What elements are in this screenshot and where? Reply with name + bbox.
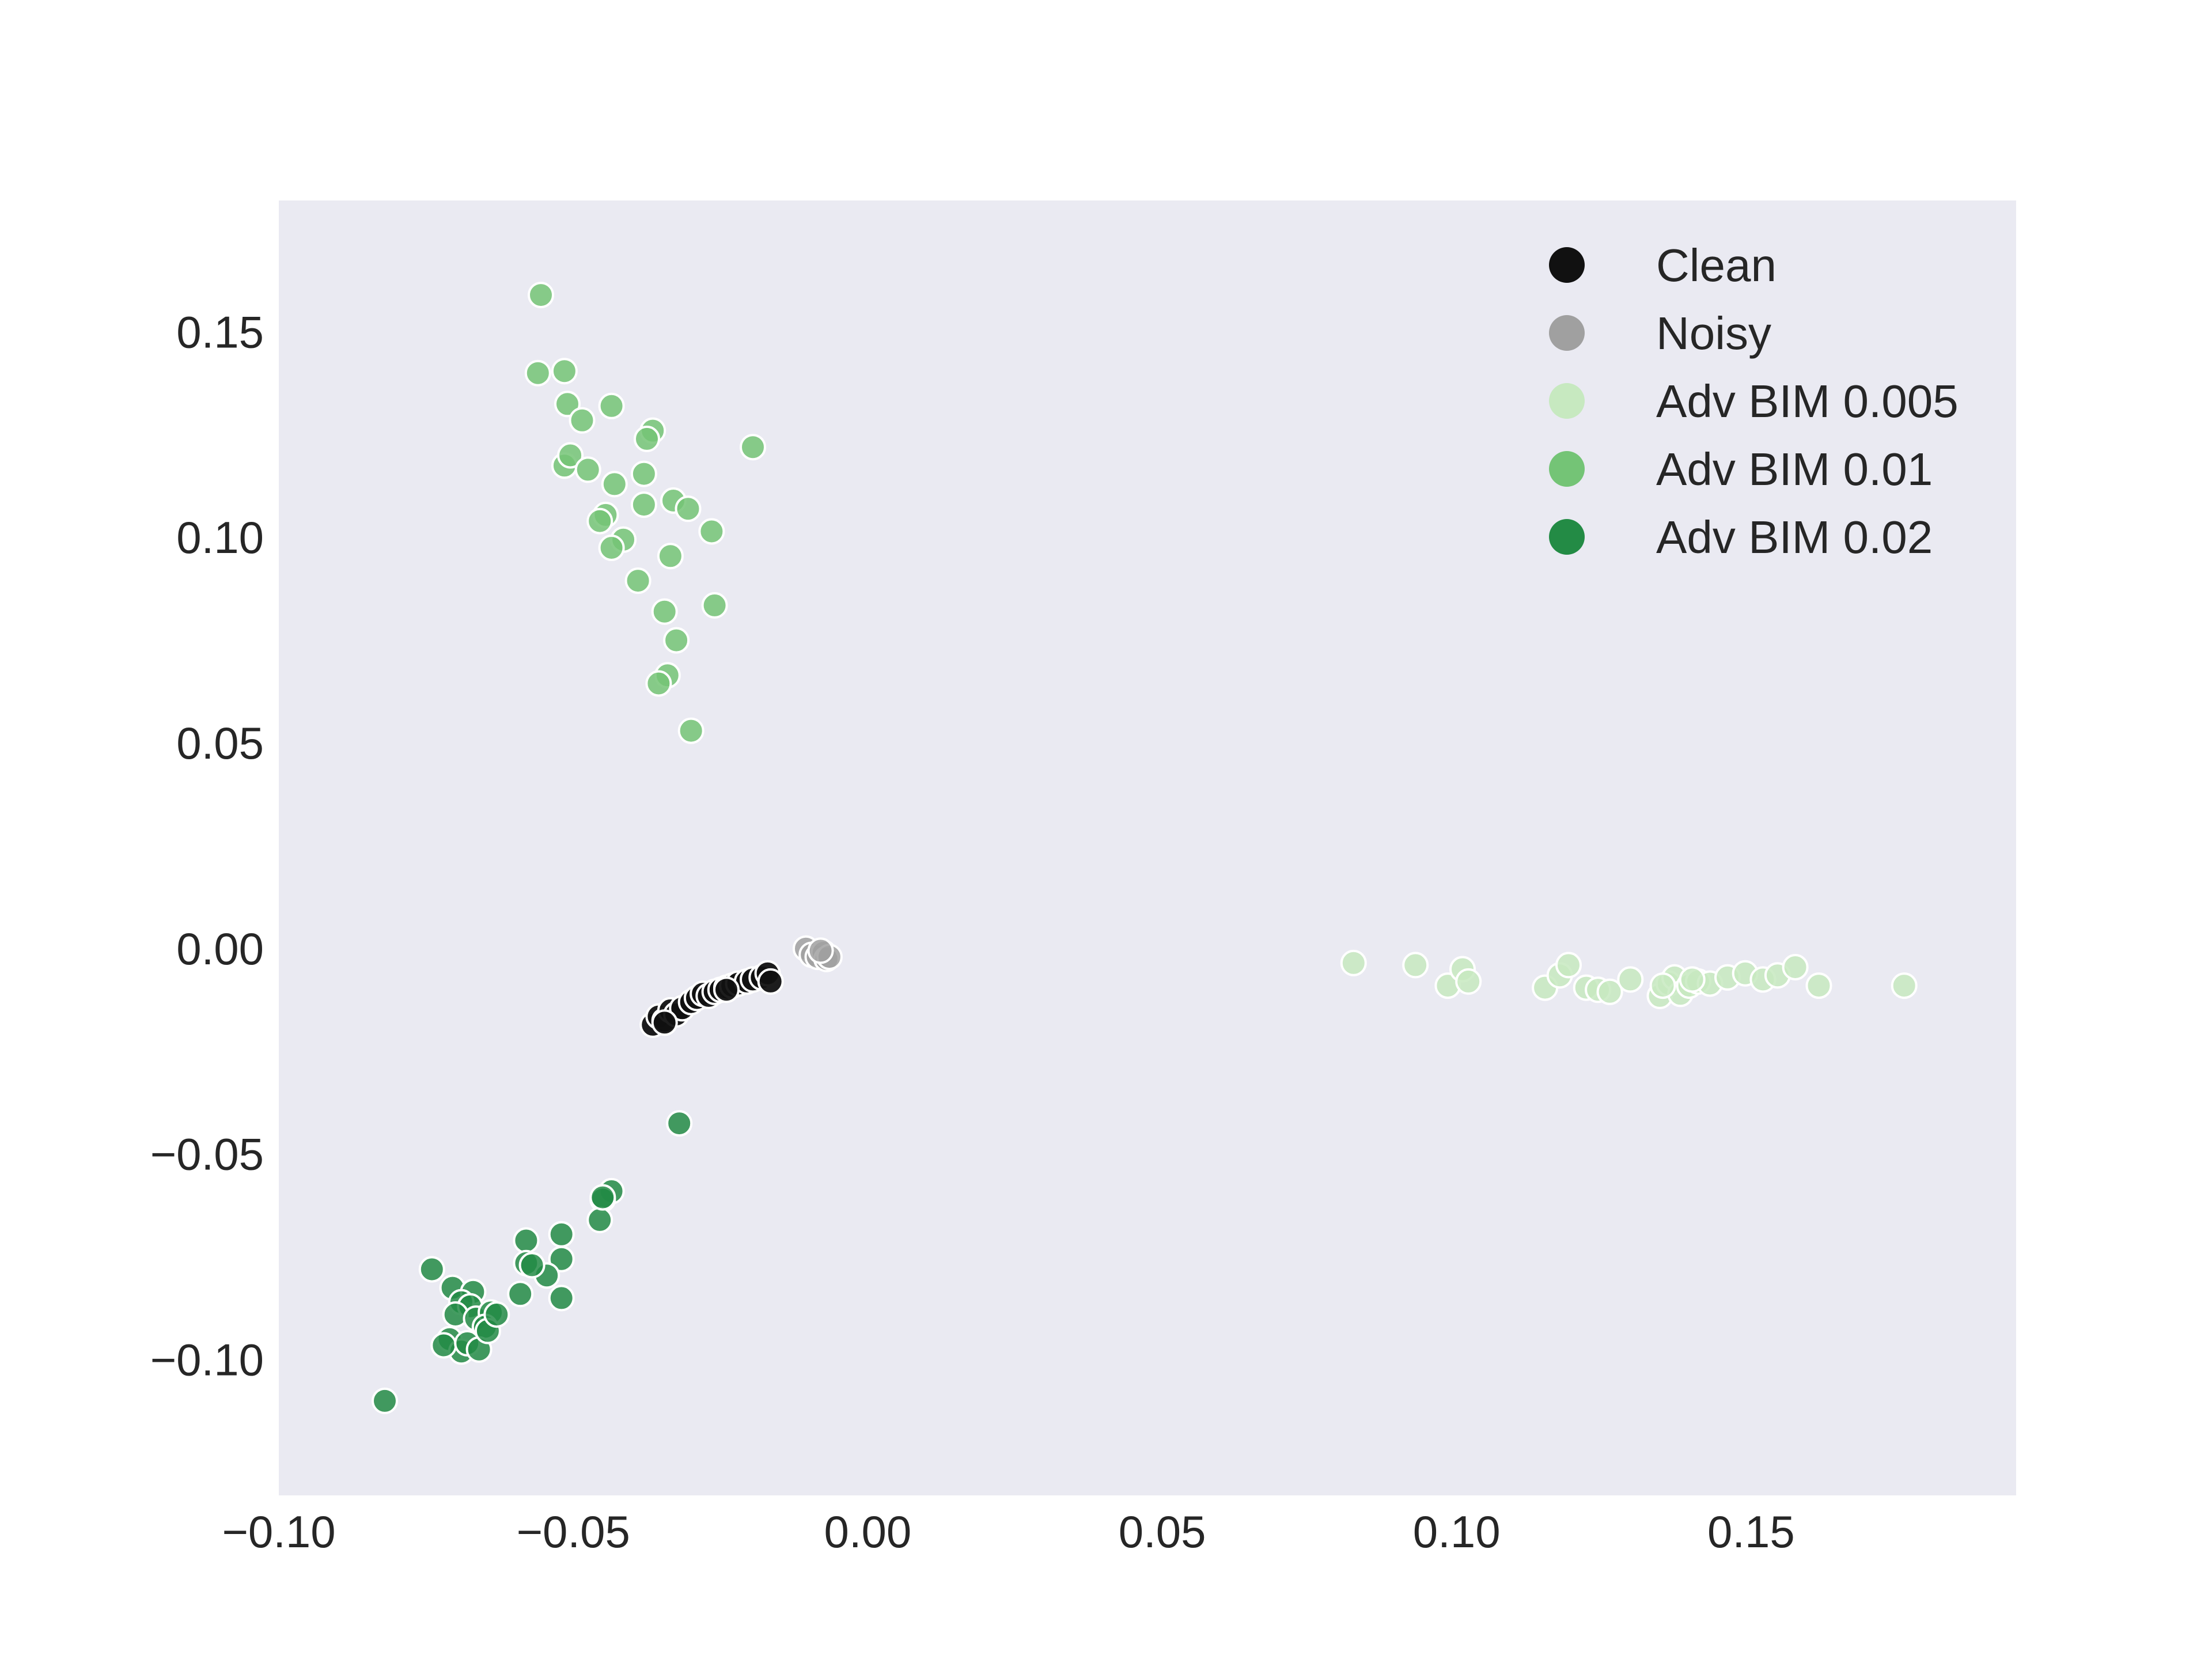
point-adv-bim-0-01-16 (630, 491, 657, 518)
y-axis-ticks: −0.10 −0.05 0.00 0.05 0.10 0.15 (150, 306, 264, 1385)
point-adv-bim-0-02-11 (548, 1285, 575, 1312)
point-adv-bim-0-02-5 (513, 1227, 540, 1254)
legend-label-adv-bim-0-02: Adv BIM 0.02 (1656, 512, 1933, 563)
point-adv-bim-0-02-6 (548, 1245, 575, 1272)
point-adv-bim-0-01-21 (698, 518, 725, 545)
point-adv-bim-0-02-27 (483, 1301, 510, 1328)
x-tick-label: 0.15 (1707, 1506, 1795, 1557)
legend-marker-noisy (1549, 315, 1585, 351)
y-tick-label: −0.10 (150, 1335, 264, 1385)
point-clean-21 (713, 976, 740, 1003)
y-tick-label: 0.00 (176, 923, 264, 974)
point-adv-bim-0-01-28 (645, 670, 672, 697)
legend-marker-adv-bim-0-01 (1549, 451, 1585, 487)
point-adv-bim-0-01-24 (651, 598, 678, 625)
point-adv-bim-0-005-0 (1340, 949, 1367, 976)
point-clean-19 (757, 968, 784, 995)
y-tick-label: 0.05 (176, 718, 264, 768)
point-adv-bim-0-02-9 (518, 1252, 546, 1279)
point-adv-bim-0-01-0 (528, 282, 554, 309)
point-adv-bim-0-01-25 (701, 592, 728, 619)
point-adv-bim-0-005-11 (1617, 966, 1644, 993)
point-noisy-6 (807, 937, 834, 964)
legend-label-clean: Clean (1656, 240, 1777, 291)
point-adv-bim-0-02-23 (430, 1332, 457, 1359)
legend-marker-adv-bim-0-02 (1549, 519, 1585, 555)
point-adv-bim-0-01-8 (740, 434, 766, 461)
x-tick-label: 0.00 (824, 1506, 911, 1557)
point-adv-bim-0-02-12 (418, 1256, 445, 1283)
point-adv-bim-0-005-24 (1805, 972, 1832, 999)
legend-marker-clean (1549, 247, 1585, 283)
legend-marker-adv-bim-0-005 (1549, 383, 1585, 419)
point-adv-bim-0-01-23 (624, 567, 652, 594)
point-adv-bim-0-02-29 (589, 1184, 616, 1211)
point-adv-bim-0-005-7 (1555, 952, 1582, 979)
point-adv-bim-0-01-15 (675, 495, 702, 522)
point-adv-bim-0-01-12 (630, 460, 657, 487)
series-adv-bim-0-005 (1340, 949, 1918, 1009)
point-adv-bim-0-02-0 (666, 1110, 693, 1137)
legend-label-adv-bim-0-01: Adv BIM 0.01 (1656, 444, 1933, 495)
point-adv-bim-0-005-1 (1402, 952, 1429, 979)
point-adv-bim-0-02-4 (548, 1221, 575, 1248)
point-adv-bim-0-01-10 (557, 442, 584, 469)
y-tick-label: −0.05 (150, 1129, 264, 1180)
point-adv-bim-0-01-2 (551, 358, 578, 385)
x-tick-label: −0.05 (517, 1506, 630, 1557)
point-adv-bim-0-01-20 (598, 535, 625, 561)
x-tick-label: 0.10 (1413, 1506, 1501, 1557)
legend-label-noisy: Noisy (1656, 308, 1771, 359)
series-noisy (793, 935, 843, 972)
y-tick-label: 0.10 (176, 512, 264, 563)
point-adv-bim-0-01-22 (657, 543, 684, 570)
point-adv-bim-0-005-26 (1649, 972, 1676, 999)
points-layer (372, 282, 1918, 1414)
series-clean (639, 960, 784, 1038)
point-adv-bim-0-02-3 (586, 1206, 613, 1233)
point-adv-bim-0-01-5 (569, 407, 596, 434)
point-adv-bim-0-005-23 (1782, 954, 1809, 980)
x-tick-label: 0.05 (1119, 1506, 1206, 1557)
point-clean-20 (651, 1009, 678, 1036)
point-adv-bim-0-005-27 (1679, 966, 1706, 993)
point-adv-bim-0-01-1 (524, 359, 551, 387)
point-adv-bim-0-01-26 (663, 627, 690, 654)
point-adv-bim-0-02-28 (372, 1387, 398, 1414)
legend: Clean Noisy Adv BIM 0.005 Adv BIM 0.01 Adv B… (1549, 240, 1959, 563)
point-adv-bim-0-01-29 (677, 717, 704, 744)
point-adv-bim-0-02-10 (507, 1281, 534, 1308)
point-adv-bim-0-01-18 (586, 507, 613, 535)
series-adv-bim-0-01 (524, 282, 766, 744)
point-adv-bim-0-01-7 (634, 425, 660, 452)
point-adv-bim-0-005-4 (1455, 968, 1482, 995)
point-adv-bim-0-01-3 (554, 391, 581, 418)
point-adv-bim-0-01-13 (601, 471, 628, 498)
legend-label-adv-bim-0-005: Adv BIM 0.005 (1656, 376, 1959, 427)
x-axis-ticks: −0.10 −0.05 0.00 0.05 0.10 0.15 (222, 1506, 1794, 1557)
x-tick-label: −0.10 (222, 1506, 335, 1557)
y-tick-label: 0.15 (176, 306, 264, 357)
point-adv-bim-0-005-10 (1596, 978, 1623, 1005)
point-adv-bim-0-01-4 (598, 392, 625, 419)
point-adv-bim-0-005-25 (1891, 972, 1918, 999)
point-adv-bim-0-01-11 (574, 456, 601, 483)
series-adv-bim-0-02 (372, 1110, 693, 1414)
